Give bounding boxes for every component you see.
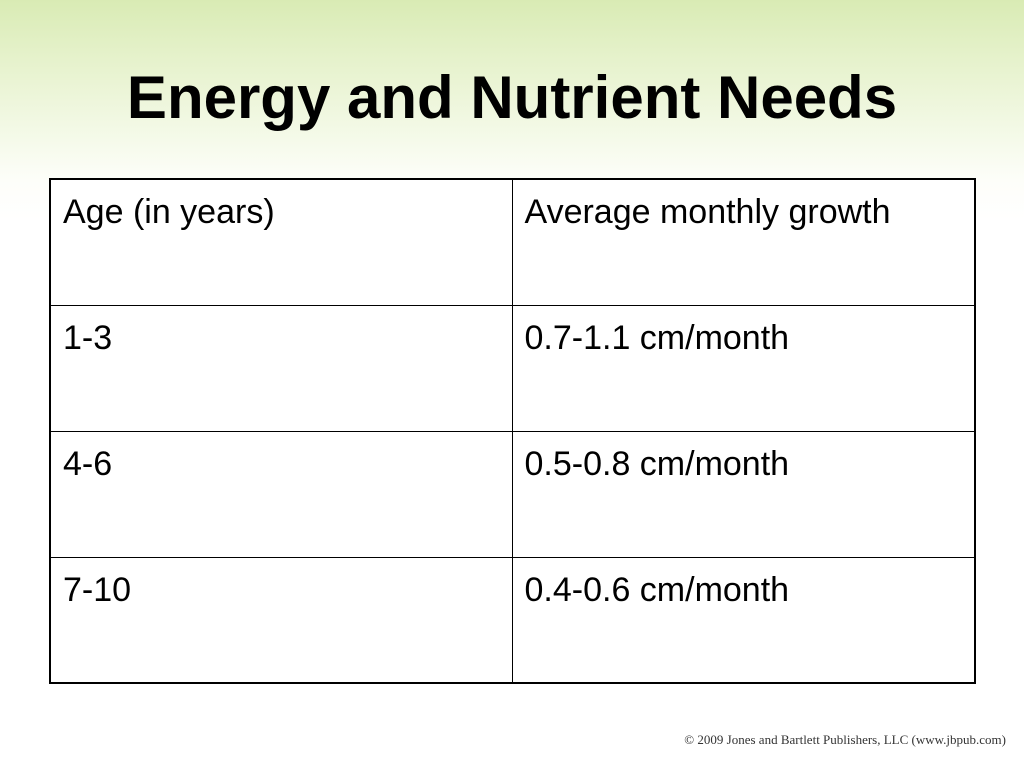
- table-row: 4-6 0.5-0.8 cm/month: [49, 430, 976, 558]
- copyright-notice: © 2009 Jones and Bartlett Publishers, LL…: [684, 732, 1006, 747]
- table-header-row: Age (in years) Average monthly growth: [49, 178, 976, 306]
- table-row: 1-3 0.7-1.1 cm/month: [49, 304, 976, 432]
- table-cell-age: 4-6: [49, 430, 513, 558]
- header-cell-age: Age (in years): [49, 178, 513, 306]
- table-row: 7-10 0.4-0.6 cm/month: [49, 556, 976, 684]
- table-cell-growth: 0.5-0.8 cm/month: [511, 430, 976, 558]
- table-cell-age: 1-3: [49, 304, 513, 432]
- table-cell-growth: 0.7-1.1 cm/month: [511, 304, 976, 432]
- page-title: Energy and Nutrient Needs: [126, 64, 898, 131]
- header-cell-growth: Average monthly growth: [511, 178, 976, 306]
- table-cell-growth: 0.4-0.6 cm/month: [511, 556, 976, 684]
- growth-table: Age (in years) Average monthly growth 1-…: [49, 178, 976, 684]
- table-cell-age: 7-10: [49, 556, 513, 684]
